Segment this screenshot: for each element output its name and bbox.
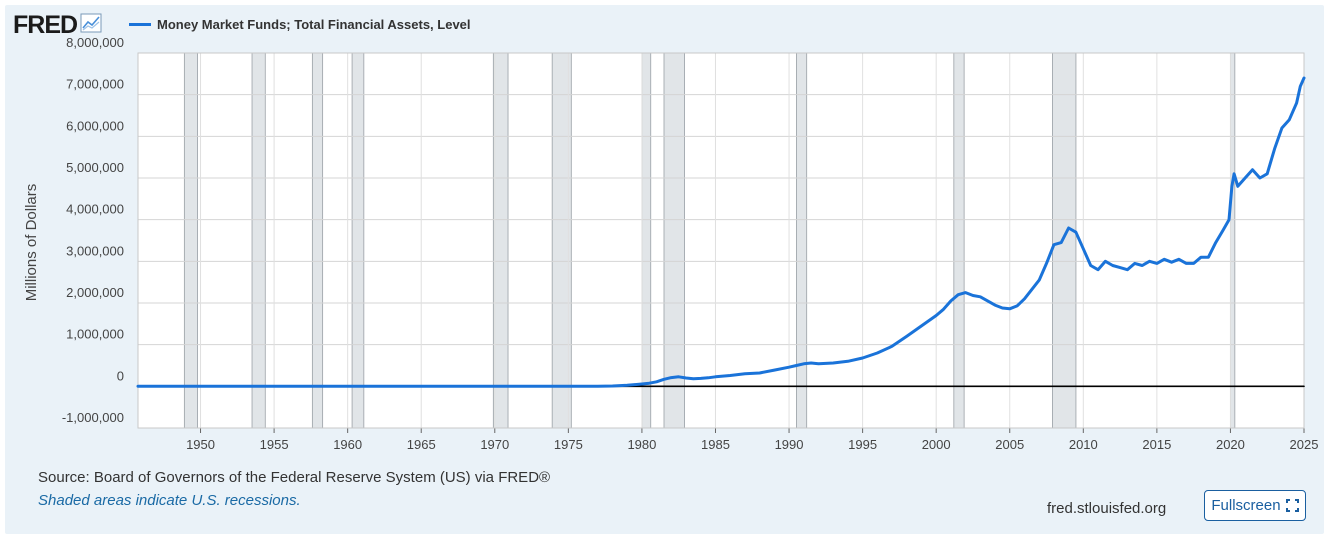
y-tick-label: 6,000,000 (66, 118, 124, 133)
fullscreen-button[interactable]: Fullscreen (1204, 490, 1306, 521)
y-tick-label: -1,000,000 (62, 410, 124, 425)
x-tick-label: 1950 (186, 437, 215, 452)
y-tick-label: 0 (117, 368, 124, 383)
recession-band (183, 52, 198, 429)
fred-logo-text: FRED (13, 10, 78, 39)
recession-band (1052, 52, 1077, 429)
x-tick-label: 2000 (922, 437, 951, 452)
chart-legend: Money Market Funds; Total Financial Asse… (129, 17, 471, 32)
line-chart-icon (80, 13, 102, 38)
plot-border (137, 52, 1305, 429)
y-axis-label: Millions of Dollars (23, 184, 40, 302)
x-tick-label: 1990 (775, 437, 804, 452)
series-line (136, 76, 1306, 388)
fullscreen-label: Fullscreen (1211, 497, 1281, 514)
y-tick-label: 1,000,000 (66, 327, 124, 342)
recession-note: Shaded areas indicate U.S. recessions. (38, 492, 301, 509)
recession-band (311, 52, 324, 429)
x-tick-label: 1995 (848, 437, 877, 452)
x-tick-label: 2005 (995, 437, 1024, 452)
y-tick-label: 7,000,000 (66, 77, 124, 92)
x-tick-label: 1970 (480, 437, 509, 452)
x-tick-label: 1980 (627, 437, 656, 452)
recession-band (953, 52, 965, 429)
source-note: Source: Board of Governors of the Federa… (38, 469, 551, 486)
y-tick-label: 2,000,000 (66, 285, 124, 300)
site-url[interactable]: fred.stlouisfed.org (1047, 500, 1167, 517)
x-tick-label: 2010 (1069, 437, 1098, 452)
plot-area (138, 53, 1304, 428)
recession-band (663, 52, 685, 429)
legend-swatch (129, 23, 151, 26)
y-tick-label: 8,000,000 (66, 35, 124, 50)
recession-band (641, 52, 652, 429)
x-tick-label: 2015 (1142, 437, 1171, 452)
x-tick-label: 1975 (554, 437, 583, 452)
legend-label: Money Market Funds; Total Financial Asse… (157, 17, 471, 32)
y-tick-label: 5,000,000 (66, 160, 124, 175)
x-tick-label: 2020 (1216, 437, 1245, 452)
recession-band (251, 52, 266, 429)
recession-band (796, 52, 808, 429)
x-tick-label: 1960 (333, 437, 362, 452)
x-tick-label: 1985 (701, 437, 730, 452)
x-tick-label: 1955 (260, 437, 289, 452)
recession-band (351, 52, 365, 429)
x-tick-label: 1965 (407, 437, 436, 452)
fullscreen-icon (1285, 499, 1299, 512)
y-tick-label: 3,000,000 (66, 243, 124, 258)
fred-logo[interactable]: FRED (13, 10, 102, 39)
y-tick-label: 4,000,000 (66, 202, 124, 217)
recession-band (492, 52, 509, 429)
x-tick-label: 2025 (1290, 437, 1319, 452)
recession-band (1230, 52, 1236, 429)
